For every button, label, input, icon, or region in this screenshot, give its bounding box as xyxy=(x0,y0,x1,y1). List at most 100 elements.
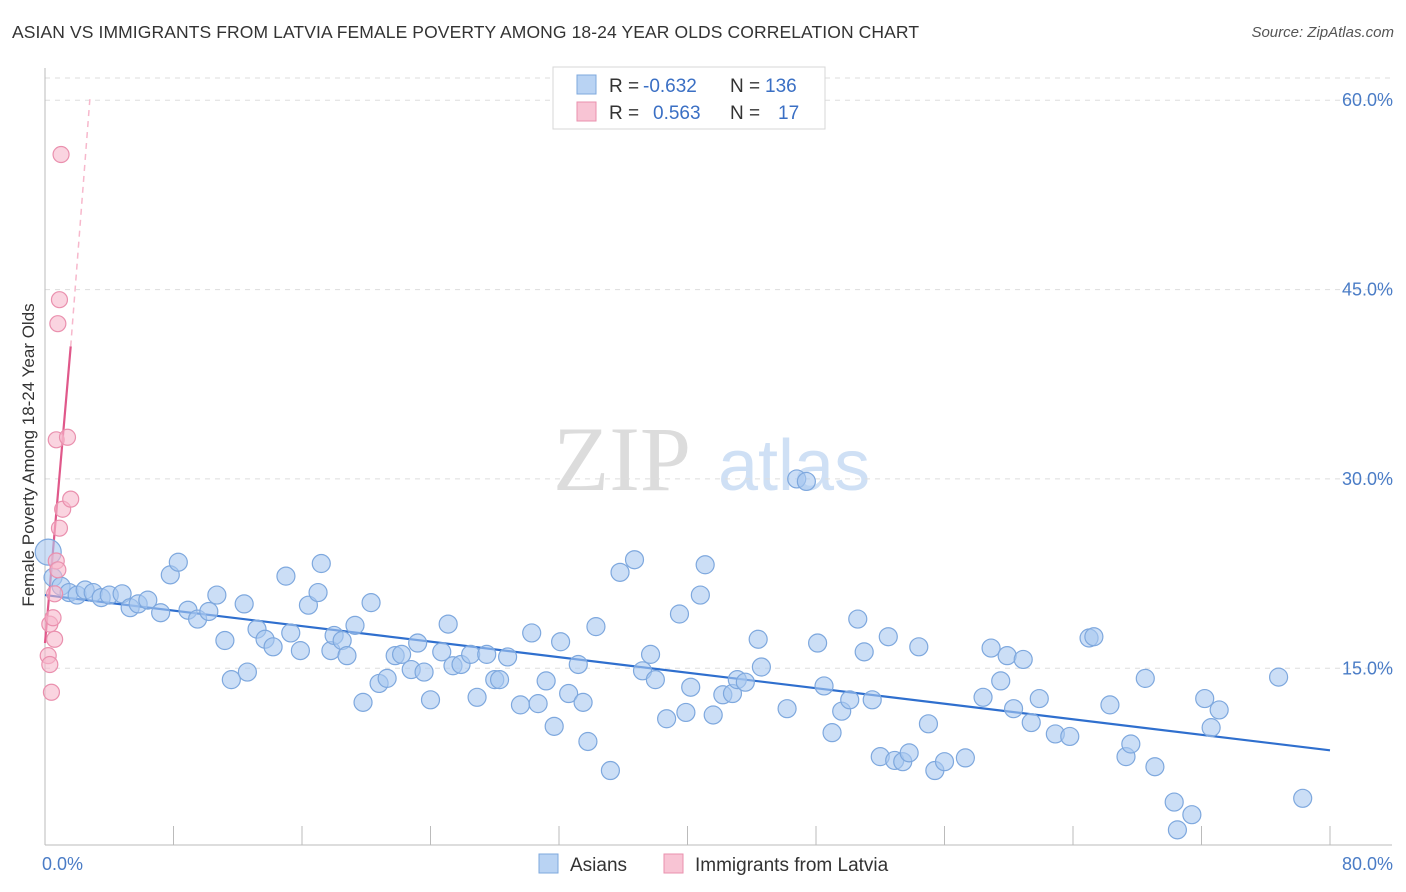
asian-point-22 xyxy=(234,594,254,614)
asian-point-129 xyxy=(1195,688,1215,709)
asian-point-112 xyxy=(997,646,1017,666)
asian-point-78 xyxy=(681,677,701,697)
asian-point-30 xyxy=(298,595,319,615)
asian-point-48 xyxy=(432,642,452,662)
asian-point-46 xyxy=(414,662,434,682)
asian-point-74 xyxy=(645,670,665,690)
asian-point-96 xyxy=(848,609,868,629)
asian-point-124 xyxy=(1135,668,1155,688)
asian-point-67 xyxy=(578,731,598,752)
asian-point-21 xyxy=(221,670,241,690)
latvia-point-1 xyxy=(41,655,59,674)
asian-point-12 xyxy=(138,590,158,610)
asian-point-130 xyxy=(1201,718,1221,738)
asian-point-13 xyxy=(151,603,171,623)
asian-point-77 xyxy=(676,702,696,723)
asian-point-93 xyxy=(822,723,842,743)
legend-n-value-1: 136 xyxy=(765,76,797,97)
latvia-point-15 xyxy=(58,428,77,446)
bottom-legend-swatch-latvia xyxy=(663,853,684,874)
asian-point-36 xyxy=(337,646,357,666)
latvia-point-10 xyxy=(49,561,67,579)
asian-point-85 xyxy=(735,672,755,692)
y-tick-label-0: 15.0% xyxy=(1342,658,1393,678)
watermark-zip: ZIP xyxy=(553,408,691,510)
asian-point-120 xyxy=(1084,627,1104,647)
chart-title: ASIAN VS IMMIGRANTS FROM LATVIA FEMALE P… xyxy=(12,22,920,42)
asian-point-127 xyxy=(1167,820,1188,840)
asian-point-100 xyxy=(878,627,898,647)
y-tick-label-3: 60.0% xyxy=(1342,90,1393,110)
asian-point-65 xyxy=(568,654,588,675)
asian-point-39 xyxy=(361,593,381,613)
asian-point-118 xyxy=(1060,726,1080,747)
source-label: Source: ZipAtlas.com xyxy=(1251,24,1394,41)
asian-point-20 xyxy=(215,630,235,651)
latvia-points xyxy=(39,145,80,701)
grid-lines xyxy=(45,77,1392,669)
asian-point-66 xyxy=(573,692,593,712)
asian-point-53 xyxy=(467,687,487,707)
latvia-point-4 xyxy=(44,609,62,627)
asian-point-56 xyxy=(489,670,510,690)
asian-point-27 xyxy=(276,566,296,586)
asian-point-113 xyxy=(1003,699,1024,719)
asian-point-73 xyxy=(640,644,661,664)
y-tick-label-2: 45.0% xyxy=(1342,280,1393,300)
asian-point-115 xyxy=(1021,712,1041,733)
asian-point-104 xyxy=(909,637,929,657)
latvia-point-12 xyxy=(50,291,69,309)
asian-point-32 xyxy=(311,553,331,574)
asian-point-109 xyxy=(973,687,993,707)
asian-point-26 xyxy=(263,637,283,657)
asian-point-57 xyxy=(498,647,518,667)
asian-point-29 xyxy=(290,641,310,661)
asian-point-37 xyxy=(345,615,365,635)
asian-point-107 xyxy=(934,752,955,772)
latvia-point-13 xyxy=(52,145,70,164)
asian-point-47 xyxy=(420,690,441,710)
x-tick-label-1: 80.0% xyxy=(1342,854,1393,874)
latvia-trend-extension xyxy=(69,97,91,347)
asian-point-19 xyxy=(207,585,227,605)
legend-swatch-asians xyxy=(576,74,597,95)
asian-point-86 xyxy=(748,629,768,649)
asian-point-103 xyxy=(899,743,919,763)
asian-point-81 xyxy=(703,705,723,725)
latvia-point-3 xyxy=(42,683,61,701)
stats-legend: R = -0.632 N = 136 R = 0.563 N = 17 xyxy=(552,66,826,130)
asian-point-38 xyxy=(353,692,373,712)
asians-points xyxy=(34,469,1313,840)
series-legend: Asians Immigrants from Latvia xyxy=(538,853,889,876)
asian-point-59 xyxy=(522,623,542,643)
asian-point-111 xyxy=(991,671,1011,691)
asian-point-87 xyxy=(751,657,771,677)
asian-point-126 xyxy=(1164,792,1184,812)
bottom-legend-swatch-asians xyxy=(538,853,559,874)
asian-point-91 xyxy=(808,633,828,653)
asian-point-45 xyxy=(408,633,428,653)
latvia-point-9 xyxy=(49,315,67,333)
watermark-atlas: atlas xyxy=(718,426,870,506)
asian-point-95 xyxy=(840,690,860,710)
latvia-point-16 xyxy=(62,490,80,508)
asian-point-114 xyxy=(1013,649,1033,670)
asian-point-68 xyxy=(586,617,606,637)
asian-point-52 xyxy=(461,644,481,664)
legend-swatch-latvia xyxy=(576,101,597,122)
asian-point-61 xyxy=(536,671,556,691)
asian-point-92 xyxy=(814,676,834,696)
asian-point-75 xyxy=(657,709,677,729)
asian-point-23 xyxy=(237,662,257,682)
asian-point-79 xyxy=(690,585,710,605)
asian-point-58 xyxy=(510,695,531,715)
asian-point-80 xyxy=(695,555,715,575)
legend-r-value-1: -0.632 xyxy=(643,76,697,97)
asian-point-70 xyxy=(610,562,630,582)
asian-point-133 xyxy=(1293,788,1313,808)
asian-point-60 xyxy=(528,694,548,714)
asian-point-62 xyxy=(544,716,564,736)
latvia-point-6 xyxy=(46,585,64,603)
asian-point-98 xyxy=(862,690,882,710)
asian-point-128 xyxy=(1182,805,1202,825)
